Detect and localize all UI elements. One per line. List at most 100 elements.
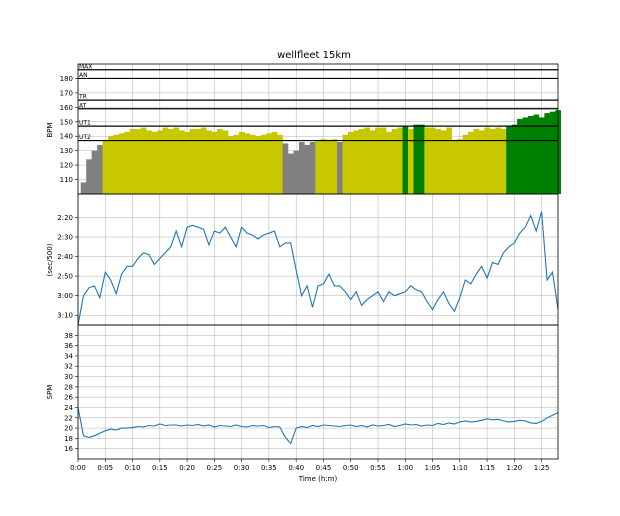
hr-bar [484,127,491,194]
hr-bar [478,130,485,194]
hr-bar [238,131,245,194]
hr-bar [260,134,267,194]
hr-bar [440,130,447,194]
y-tick-label: 160 [60,104,73,112]
hr-bar [298,142,305,194]
y-tick-label: 20 [64,425,73,433]
zone-label: UT1 [79,120,91,127]
zone-label: UT2 [79,134,91,141]
hr-bar [271,131,278,194]
hr-bar [457,139,463,194]
hr-bar [342,134,349,194]
x-tick-label: 0:25 [206,464,222,472]
hr-bar [233,134,240,194]
zone-label: TR [78,94,87,101]
y-tick-label: 18 [64,435,73,443]
hr-bar [255,136,262,194]
hr-bar [293,150,300,194]
hr-bar [86,159,92,194]
hr-bar [528,116,534,194]
pace-ylabel: (sec/500) [46,243,54,276]
hr-bar [151,131,158,194]
x-tick-label: 0:15 [152,464,168,472]
hr-bar [386,131,392,194]
x-tick-label: 0:20 [179,464,195,472]
spm-ylabel: SPM [46,385,54,400]
hr-bar [517,118,523,194]
hr-bar [544,113,551,194]
hr-bar [97,144,103,194]
hr-bar [495,127,502,194]
x-axis-label: Time (h:m) [298,475,338,483]
y-tick-label: 28 [64,383,73,391]
hr-bar [380,127,387,194]
hr-bar [189,129,196,194]
hr-bar [113,134,120,194]
hr-bar [402,126,409,194]
y-tick-label: 2:30 [57,234,73,242]
hr-bar [408,129,414,194]
hr-bar [533,114,540,194]
x-tick-label: 0:30 [234,464,250,472]
hr-bar [211,131,218,194]
x-tick-label: 1:00 [397,464,413,472]
x-tick-label: 0:10 [125,464,141,472]
y-tick-label: 34 [64,352,73,360]
hr-bar [462,134,469,194]
hr-bar [200,127,207,194]
y-tick-label: 150 [60,118,73,126]
y-tick-label: 32 [64,363,73,371]
hr-bar [391,129,398,194]
hr-bar [511,124,518,194]
hr-bar [228,136,234,194]
hr-bar [102,140,109,194]
y-tick-label: 2:20 [57,214,73,222]
y-tick-label: 22 [64,414,73,422]
y-tick-label: 180 [60,75,73,83]
hr-bar [217,129,223,194]
hr-bar [178,130,185,194]
hr-bar [473,129,480,194]
hr-bar [118,133,125,194]
hr-bar [277,134,283,194]
hr-bar [451,140,458,194]
zone-label: AT [79,102,87,109]
y-tick-label: 38 [64,332,73,340]
hr-bar [146,130,152,194]
hr-bar [364,127,371,194]
pace-panel: 2:20 2:30 2:40 2:50 3:00 3:10 (sec/500) [46,193,559,326]
y-tick-label: 24 [64,404,73,412]
hr-bar [309,142,316,194]
x-tick-label: 0:50 [343,464,359,472]
y-tick-label: 3:00 [57,292,73,300]
hr-bar [266,133,272,194]
hr-bar [326,140,332,194]
hr-bar [506,126,512,194]
y-tick-label: 130 [60,147,73,155]
zone-label: MAX [79,63,92,70]
hr-bar [249,134,256,194]
x-tick-label: 1:05 [425,464,441,472]
hr-bar [91,150,98,194]
hr-bar [522,117,529,194]
hr-bar [304,144,311,194]
hr-bar [282,143,289,194]
x-tick-label: 0:05 [97,464,113,472]
hr-bar [353,130,360,194]
x-tick-label: 0:55 [370,464,386,472]
y-tick-label: 110 [60,176,73,184]
hr-bar [184,131,191,194]
hr-bar [489,129,496,194]
hr-bar [244,133,251,194]
y-tick-label: 36 [64,342,73,350]
hr-bar [140,127,147,194]
hr-bar [446,127,452,194]
hr-bar [468,131,474,194]
zone-label: AN [79,72,88,79]
hr-bar [369,130,376,194]
hr-bar [157,130,163,194]
hr-bar [397,127,403,194]
hr-bar [418,124,425,194]
y-tick-label: 3:10 [57,312,73,320]
